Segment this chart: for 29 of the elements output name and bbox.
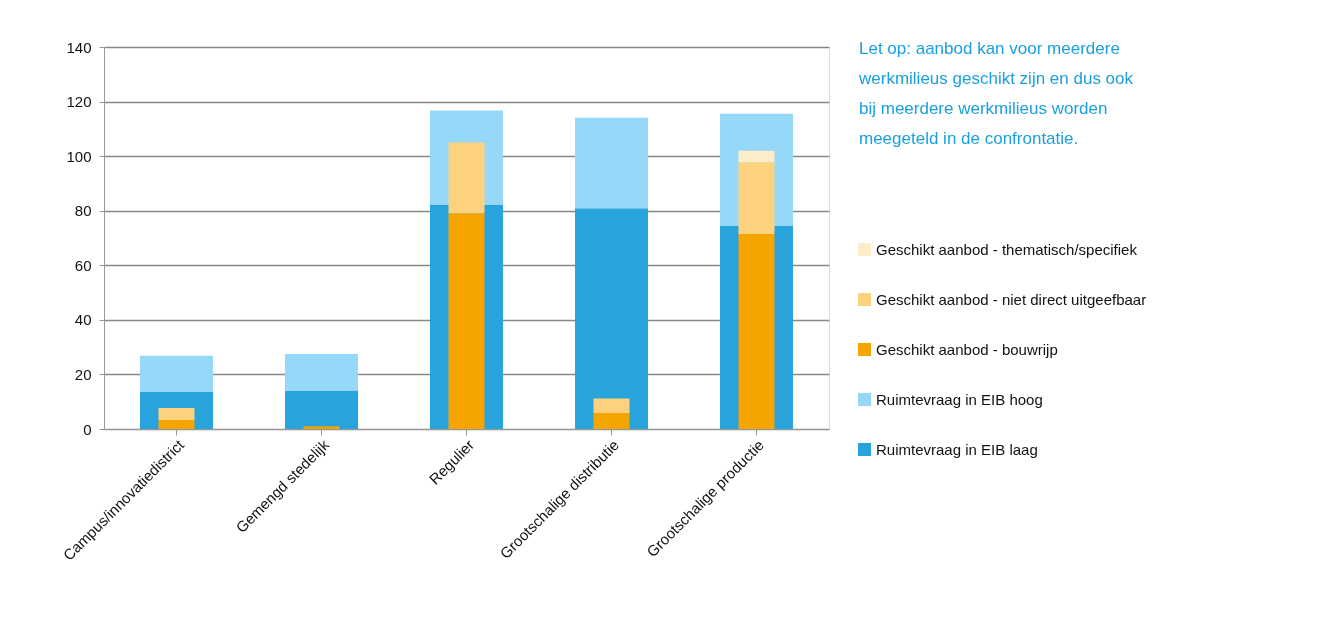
legend-label: Geschikt aanbod - niet direct uitgeefbaar <box>876 290 1147 308</box>
bar <box>575 117 648 209</box>
legend-label: Geschikt aanbod - thematisch/specifiek <box>876 240 1138 258</box>
y-tick-label: 80 <box>74 202 92 220</box>
y-tick-label: 0 <box>83 420 92 438</box>
y-tick-label: 120 <box>66 93 92 111</box>
legend-label: Geschikt aanbod - bouwrijp <box>876 340 1058 358</box>
y-tick-label: 140 <box>66 38 92 56</box>
bar <box>448 213 485 429</box>
bar <box>140 355 213 392</box>
y-tick-label: 20 <box>74 365 92 383</box>
bar <box>285 353 358 391</box>
bar <box>738 162 775 234</box>
bar <box>738 233 775 429</box>
bar <box>593 412 630 429</box>
legend-label: Ruimtevraag in EIB laag <box>876 440 1038 458</box>
bar <box>575 208 648 429</box>
bar <box>158 407 195 420</box>
bar <box>738 150 775 163</box>
bar <box>285 390 358 429</box>
bar <box>303 426 340 429</box>
text: Let op: aanbod kan voor meerdere werkmilieus geschikt zijn en dus ook bij meerdere werkmilieus worden meegeteld in de confrontatie. <box>858 39 1134 148</box>
y-tick-label: 100 <box>66 147 92 165</box>
legend-label: Ruimtevraag in EIB hoog <box>876 390 1043 408</box>
bar <box>158 420 195 429</box>
y-tick-label: 40 <box>74 311 92 329</box>
bar <box>448 142 485 214</box>
y-tick-label: 60 <box>74 256 92 274</box>
bar <box>593 398 630 413</box>
